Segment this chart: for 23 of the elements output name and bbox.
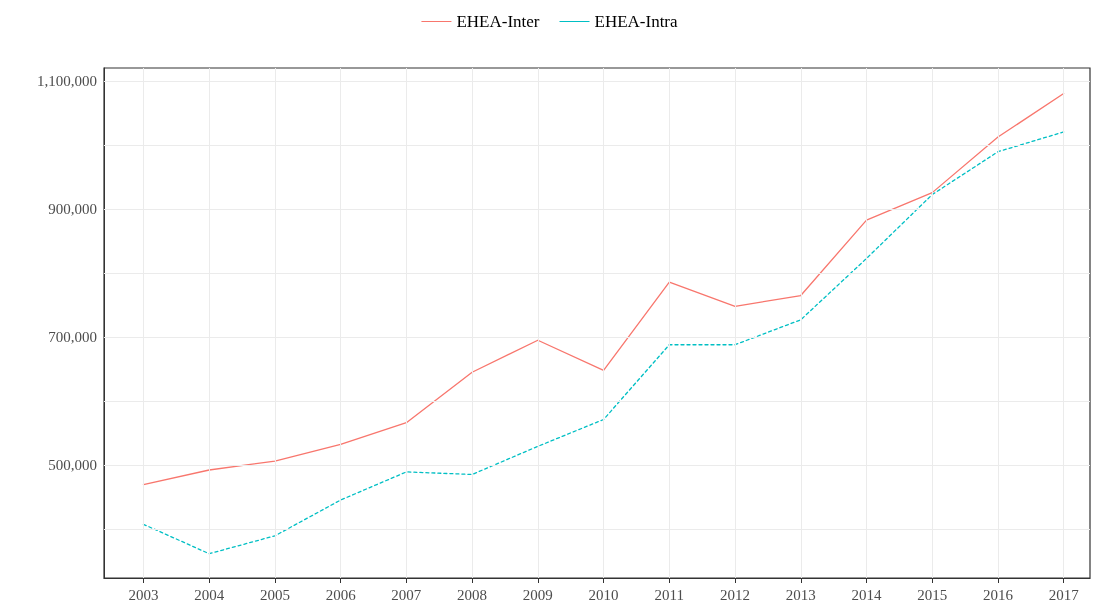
- y-tick-label: 500,000: [48, 456, 97, 473]
- x-tick-label: 2013: [785, 586, 816, 603]
- x-tick-label: 2014: [851, 586, 883, 603]
- x-tick-label: 2015: [917, 586, 948, 603]
- y-tick-label: 900,000: [48, 201, 97, 218]
- x-tick-label: 2004: [194, 586, 225, 603]
- x-tick-label: 2008: [457, 586, 488, 603]
- x-tick-label: 2003: [128, 586, 159, 603]
- x-tick-label: 2005: [259, 586, 290, 603]
- legend-label: EHEA-Inter: [456, 12, 540, 31]
- x-tick-label: 2012: [720, 586, 751, 603]
- x-tick-label: 2006: [325, 586, 357, 603]
- x-tick-label: 2011: [654, 586, 685, 603]
- x-tick-label: 2010: [588, 586, 619, 603]
- line-series: [142, 131, 1065, 555]
- x-tick-label: 2017: [1048, 586, 1080, 603]
- x-tick-label: 2007: [391, 586, 422, 603]
- legend-label: EHEA-Intra: [594, 12, 679, 31]
- y-tick-label: 1,100,000: [37, 73, 97, 90]
- x-tick-label: 2016: [982, 586, 1014, 603]
- line-series: [142, 92, 1065, 486]
- x-tick-label: 2009: [522, 586, 553, 603]
- y-tick-label: 700,000: [48, 329, 97, 346]
